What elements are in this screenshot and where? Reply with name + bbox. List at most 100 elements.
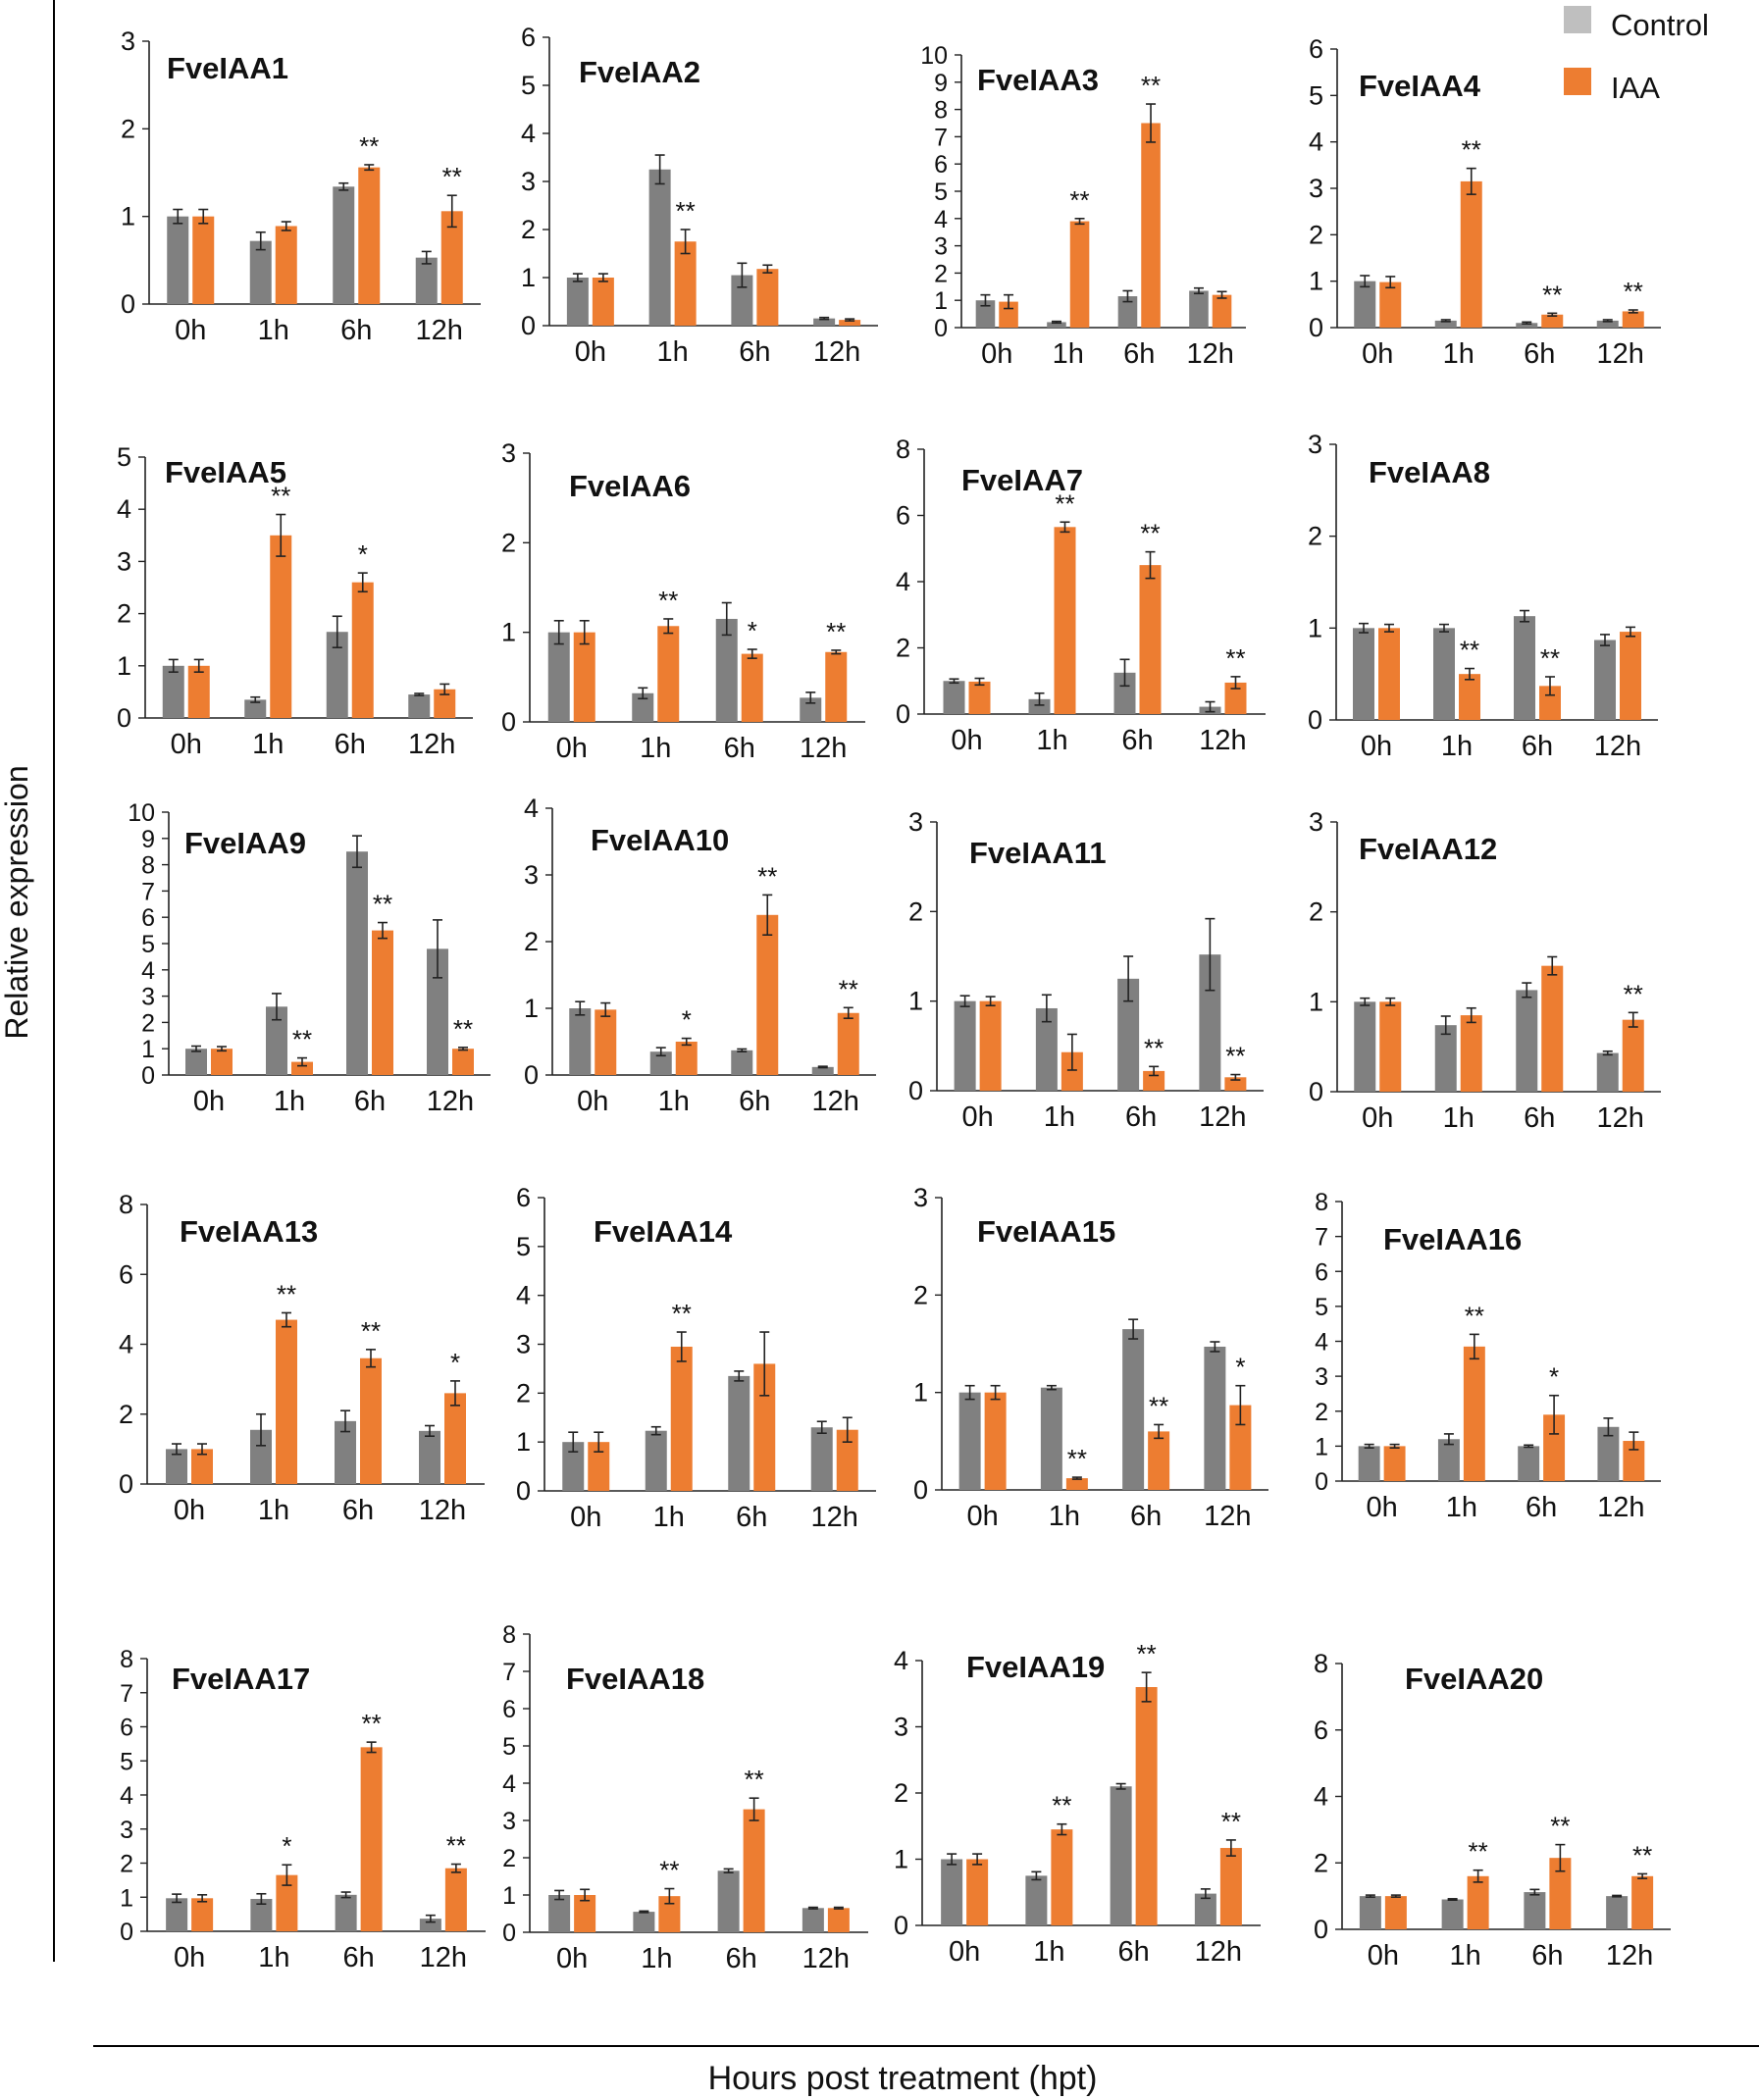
iaa-bar-12h (1620, 632, 1641, 720)
x-tick-label: 0h (1361, 731, 1392, 762)
y-tick-label: 2 (141, 1009, 155, 1037)
significance-marker: ** (359, 131, 379, 161)
iaa-bar-0h (595, 1009, 617, 1075)
y-tick-label: 3 (502, 1808, 516, 1835)
significance-marker: ** (362, 1709, 382, 1738)
significance-marker: ** (1052, 1791, 1071, 1820)
significance-marker: ** (1632, 1840, 1652, 1870)
significance-marker: * (1549, 1362, 1559, 1392)
x-tick-label: 0h (1362, 338, 1393, 370)
x-tick-label: 1h (1049, 1501, 1080, 1532)
y-tick-label: 4 (119, 1330, 133, 1359)
control-bar-6h (731, 1050, 753, 1075)
significance-marker: ** (1137, 1639, 1157, 1668)
y-tick-label: 4 (502, 1770, 516, 1798)
y-tick-label: 10 (128, 799, 155, 827)
x-tick-label: 12h (1597, 1102, 1644, 1134)
y-tick-label: 2 (1308, 522, 1322, 551)
control-bar-1h (1028, 698, 1051, 714)
iaa-bar-6h (741, 653, 763, 722)
significance-marker: ** (1542, 280, 1562, 309)
y-tick-label: 5 (141, 931, 155, 958)
y-tick-label: 3 (141, 984, 155, 1011)
x-tick-label: 12h (1199, 1101, 1246, 1133)
iaa-bar-1h (270, 535, 292, 718)
significance-marker: ** (839, 974, 858, 1003)
chart-panel-fveiaa11: FveIAA11 0 1 2 3 0h 1h ** 6h ** 12h (908, 807, 1264, 1133)
control-bar-6h (1516, 990, 1538, 1092)
control-bar-0h (1353, 628, 1374, 720)
x-tick-label: 0h (961, 1101, 993, 1133)
y-tick-label: 5 (1309, 80, 1323, 110)
y-tick-label: 1 (913, 1378, 928, 1408)
y-tick-label: 5 (934, 179, 948, 206)
x-tick-label: 12h (811, 1502, 858, 1533)
x-tick-label: 6h (1524, 1102, 1555, 1134)
iaa-bar-12h (825, 651, 848, 722)
x-tick-label: 12h (812, 1086, 859, 1117)
x-tick-label: 12h (419, 1495, 466, 1526)
control-bar-12h (427, 948, 448, 1075)
iaa-bar-0h (211, 1049, 233, 1075)
y-tick-label: 4 (1314, 1782, 1328, 1812)
chart-panel-fveiaa16: FveIAA16 0 1 2 3 4 5 6 7 8 0h ** 1h * 6h 12h (1315, 1189, 1661, 1523)
chart-title: FveIAA19 (966, 1650, 1105, 1684)
iaa-bar-12h (1622, 311, 1644, 328)
x-tick-label: 6h (1526, 1492, 1557, 1523)
x-tick-label: 1h (1033, 1936, 1064, 1968)
x-tick-label: 1h (258, 1942, 289, 1973)
x-tick-label: 12h (1606, 1940, 1653, 1972)
chart-panel-fveiaa1: FveIAA1 0 1 2 3 0h 1h ** 6h ** 12h (121, 26, 481, 346)
y-tick-label: 8 (934, 97, 948, 125)
x-tick-label: 0h (193, 1086, 225, 1117)
y-tick-label: 1 (908, 987, 923, 1016)
chart-panel-fveiaa12: FveIAA12 0 1 2 3 0h 1h 6h ** 12h (1309, 807, 1661, 1134)
y-tick-label: 7 (141, 878, 155, 905)
y-tick-label: 0 (908, 1076, 923, 1105)
significance-marker: * (282, 1831, 291, 1861)
control-bar-1h (1437, 1439, 1460, 1481)
significance-marker: ** (1149, 1391, 1168, 1420)
y-tick-label: 2 (516, 1378, 531, 1408)
y-tick-label: 4 (934, 206, 948, 233)
control-bar-6h (728, 1375, 750, 1491)
y-tick-label: 4 (117, 494, 131, 524)
iaa-bar-0h (191, 1898, 214, 1931)
chart-title: FveIAA1 (167, 51, 288, 85)
legend-iaa-swatch (1564, 68, 1591, 95)
y-tick-label: 5 (117, 442, 131, 472)
chart-title: FveIAA6 (569, 469, 691, 503)
x-tick-label: 6h (739, 1086, 770, 1117)
control-bar-12h (1204, 1346, 1226, 1490)
y-tick-label: 3 (934, 233, 948, 261)
iaa-bar-0h (573, 632, 595, 722)
control-bar-1h (633, 1912, 655, 1932)
legend: Control IAA (1564, 6, 1709, 105)
control-bar-12h (1189, 290, 1209, 328)
chart-panel-fveiaa20: FveIAA20 0 2 4 6 8 0h ** 1h ** 6h ** 12h (1314, 1649, 1671, 1972)
y-tick-label: 0 (1308, 705, 1322, 735)
x-tick-label: 12h (420, 1942, 467, 1973)
iaa-bar-12h (444, 1868, 467, 1931)
iaa-bar-1h (1460, 180, 1482, 328)
iaa-bar-12h (444, 1393, 466, 1484)
y-tick-label: 1 (1308, 613, 1322, 642)
x-tick-label: 12h (1597, 1492, 1644, 1523)
y-tick-label: 5 (521, 71, 536, 100)
y-tick-label: 3 (501, 438, 516, 468)
chart-title: FveIAA5 (165, 455, 286, 489)
control-bar-6h (335, 1420, 356, 1484)
x-tick-label: 1h (1446, 1492, 1477, 1523)
x-tick-label: 6h (739, 336, 770, 368)
control-bar-12h (1596, 320, 1619, 328)
y-tick-label: 6 (934, 151, 948, 179)
control-bar-0h (1359, 1896, 1381, 1929)
y-tick-label: 6 (516, 1183, 531, 1212)
chart-title: FveIAA7 (961, 463, 1083, 497)
iaa-bar-12h (1219, 1848, 1242, 1925)
legend-control-swatch (1564, 6, 1591, 33)
iaa-bar-0h (968, 681, 991, 714)
